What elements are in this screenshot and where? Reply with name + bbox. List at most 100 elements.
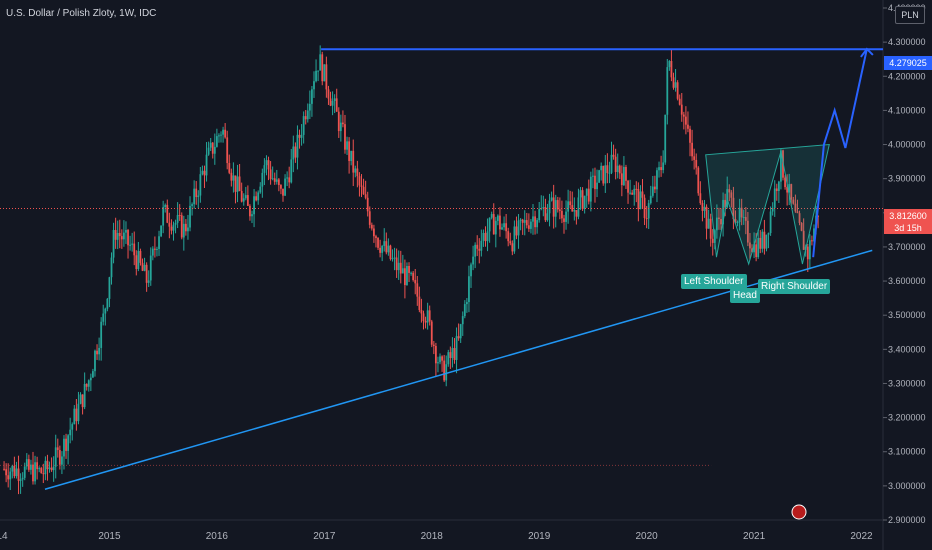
candle-body	[360, 185, 363, 187]
candle-body	[290, 159, 293, 183]
candle-body	[775, 188, 778, 191]
candle-body	[58, 450, 61, 465]
candle-body	[761, 231, 764, 249]
candle-body	[94, 350, 96, 372]
candle-body	[205, 154, 208, 176]
candle-body	[120, 236, 123, 240]
candle-body	[616, 165, 619, 173]
candle-body	[401, 268, 404, 274]
candle-body	[346, 141, 348, 150]
candle-body	[670, 61, 673, 78]
candle-body	[763, 231, 766, 249]
candle-body	[377, 238, 379, 248]
candle-body	[412, 272, 415, 281]
candle-body	[711, 238, 714, 243]
candle-body	[77, 403, 80, 422]
candle-body	[480, 240, 483, 251]
candle-body	[187, 227, 189, 232]
candle-body	[451, 348, 454, 359]
candle-body	[662, 162, 665, 171]
x-tick-label: 2021	[743, 531, 766, 542]
candle-body	[600, 165, 603, 171]
candle-body	[100, 321, 103, 348]
candle-body	[137, 250, 140, 270]
candle-body	[5, 469, 8, 476]
candle-body	[773, 188, 776, 208]
candle-body	[499, 215, 501, 230]
candle-body	[656, 170, 658, 190]
candle-body	[492, 214, 495, 235]
candle-body	[27, 459, 30, 470]
candle-body	[410, 272, 412, 274]
candle-body	[474, 244, 477, 257]
candle-body	[777, 181, 780, 191]
candle-body	[199, 174, 202, 196]
candle-body	[110, 257, 113, 278]
candle-body	[511, 243, 514, 252]
candle-body	[215, 136, 218, 147]
candle-body	[544, 207, 547, 221]
candle-body	[32, 464, 34, 482]
candle-body	[156, 248, 158, 250]
candle-body	[209, 142, 212, 148]
candle-body	[439, 356, 441, 363]
candle-body	[443, 360, 446, 381]
y-tick-label: 2.900000	[888, 515, 926, 525]
candle-body	[389, 245, 392, 259]
candle-body	[213, 146, 216, 154]
candle-body	[162, 207, 165, 226]
candle-body	[536, 220, 539, 228]
y-tick-label: 3.900000	[888, 174, 926, 184]
candle-body	[629, 192, 632, 194]
head-label: Head	[730, 288, 760, 303]
candle-body	[273, 178, 276, 182]
candle-body	[720, 218, 722, 225]
candle-body	[207, 147, 210, 155]
candle-body	[674, 82, 677, 88]
candle-body	[647, 203, 650, 219]
candle-body	[408, 266, 410, 273]
x-tick-label: 2020	[636, 531, 659, 542]
projection-arrowhead	[860, 47, 874, 58]
candle-body	[40, 468, 43, 474]
candle-body	[298, 134, 301, 138]
candle-body	[715, 217, 718, 231]
candle-body	[430, 321, 433, 345]
candle-body	[133, 243, 136, 256]
candle-body	[614, 156, 617, 173]
candle-body	[643, 197, 646, 219]
candle-body	[203, 170, 206, 176]
candle-body	[7, 475, 10, 480]
candle-body	[85, 383, 88, 387]
candle-body	[182, 223, 185, 238]
candle-body	[602, 165, 605, 184]
candle-body	[718, 217, 720, 219]
candle-body	[478, 248, 481, 251]
candle-body	[127, 229, 129, 246]
candle-body	[726, 189, 729, 208]
candle-body	[695, 159, 698, 168]
candle-body	[333, 98, 336, 101]
candle-body	[771, 207, 774, 212]
candle-body	[687, 124, 689, 129]
candle-body	[666, 67, 669, 115]
candle-body	[484, 232, 487, 242]
candle-body	[623, 166, 625, 186]
candle-body	[42, 473, 45, 475]
candle-body	[470, 264, 472, 277]
candle-body	[236, 176, 239, 192]
candle-body	[36, 462, 39, 470]
candle-body	[459, 324, 462, 339]
candle-body	[658, 167, 660, 171]
candle-body	[170, 226, 173, 231]
candle-body	[220, 134, 222, 136]
candle-body	[534, 216, 536, 228]
candle-body	[145, 264, 148, 283]
x-tick-label: 2019	[528, 531, 551, 542]
x-tick-label: 2018	[421, 531, 444, 542]
candle-body	[575, 210, 578, 217]
candle-body	[67, 435, 70, 451]
candle-body	[71, 424, 74, 430]
candle-body	[418, 296, 421, 310]
